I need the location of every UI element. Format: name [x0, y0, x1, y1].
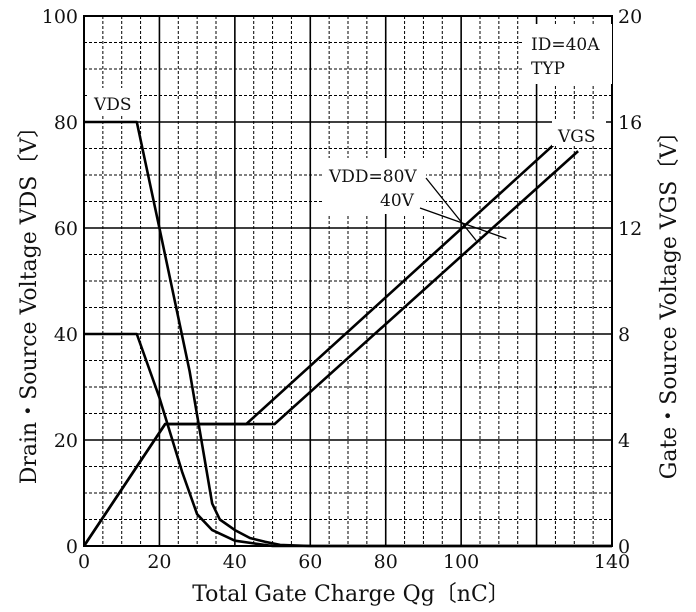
x-tick-label: 80: [374, 551, 398, 573]
x-tick-label: 60: [298, 551, 322, 573]
y-right-tick-label: 8: [618, 324, 630, 346]
vgs-curve: [82, 150, 579, 547]
y-right-tick-label: 16: [618, 112, 642, 134]
vdd-80v-leader: [425, 177, 477, 242]
vdd-80v-label: VDD=80V: [328, 167, 417, 187]
y-right-tick-label: 4: [618, 430, 630, 452]
y-left-tick-label: 60: [54, 218, 78, 240]
y-left-tick-label: 40: [54, 324, 78, 346]
y-right-tick-label: 0: [618, 536, 630, 558]
vds-label: VDS: [93, 95, 132, 115]
x-tick-label: 20: [147, 551, 171, 573]
y-right-tick-label: 12: [618, 218, 642, 240]
vdd-40v-label: 40V: [380, 191, 415, 211]
x-tick-label: 0: [78, 551, 90, 573]
x-tick-label: 140: [594, 551, 630, 573]
y-left-tick-label: 80: [54, 112, 78, 134]
left-axis-title: Drain・Source Voltage VDS〔V〕: [17, 116, 42, 485]
grid: [84, 16, 612, 546]
x-tick-label: 100: [443, 551, 479, 573]
vdd-40v-leader: [419, 207, 507, 240]
series-layer: [82, 120, 612, 548]
condition-current-label: ID=40A: [531, 35, 600, 55]
vgs-label: VGS: [557, 127, 596, 147]
y-left-tick-label: 100: [42, 6, 78, 28]
vds-curve: [84, 120, 612, 548]
x-tick-label: 40: [223, 551, 247, 573]
y-right-tick-label: 20: [618, 6, 642, 28]
condition-typ-label: TYP: [531, 59, 565, 79]
x-axis-title: Total Gate Charge Qg〔nC〕: [192, 582, 510, 607]
y-left-tick-label: 0: [66, 536, 78, 558]
right-axis-title: Gate・Source Voltage VGS〔V〕: [657, 121, 682, 480]
annotation-leaders: [419, 177, 507, 242]
y-left-tick-label: 20: [54, 430, 78, 452]
